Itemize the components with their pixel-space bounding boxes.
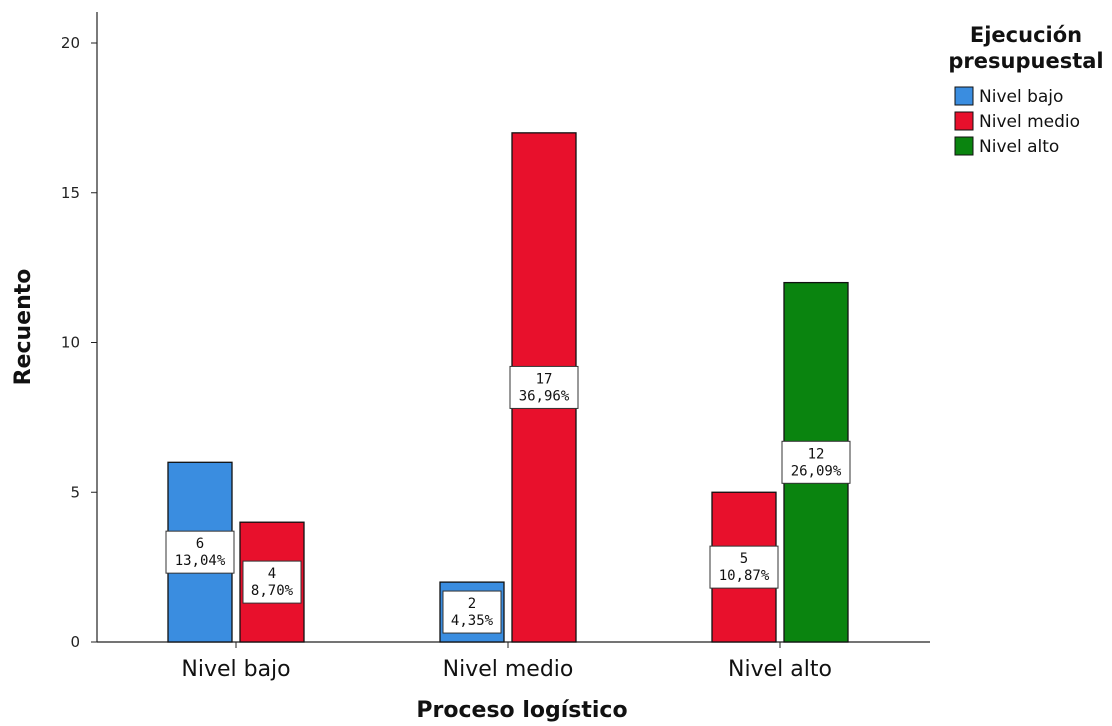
legend-swatch (954, 136, 974, 156)
legend-title-line-1: Ejecución (970, 23, 1082, 47)
data-label-box (242, 560, 302, 604)
data-label-box (709, 545, 779, 589)
data-label-percent: 36,96% (519, 388, 570, 404)
data-label-count: 2 (468, 596, 476, 612)
data-label-count: 4 (268, 566, 276, 582)
data-label-box (509, 365, 579, 409)
legend-swatch (954, 86, 974, 106)
y-tick-label: 5 (70, 483, 80, 501)
data-label-percent: 8,70% (251, 583, 294, 599)
x-category-label: Nivel alto (728, 657, 832, 682)
data-label-count: 6 (196, 536, 204, 552)
y-axis-title: Recuento (11, 269, 36, 386)
data-label-box (442, 590, 502, 634)
legend-item-label: Nivel bajo (979, 87, 1063, 107)
data-label-percent: 4,35% (451, 613, 494, 629)
legend: Ejecución presupuestal Nivel bajo Nivel m… (948, 23, 1103, 157)
data-label-box (781, 440, 851, 484)
data-label-percent: 10,87% (719, 568, 770, 584)
data-label-count: 12 (808, 446, 825, 462)
legend-item-label: Nivel medio (979, 112, 1080, 132)
data-label-percent: 26,09% (791, 463, 842, 479)
x-category-label: Nivel medio (443, 657, 574, 682)
data-label-count: 17 (536, 371, 553, 387)
legend-swatch (954, 111, 974, 131)
legend-title-line-2: presupuestal (948, 49, 1103, 73)
y-tick-label: 10 (61, 334, 80, 352)
y-tick-label: 0 (70, 633, 80, 651)
data-label-percent: 13,04% (175, 553, 226, 569)
data-label-count: 5 (740, 551, 748, 567)
legend-item-label: Nivel alto (979, 137, 1059, 157)
x-axis-title: Proceso logístico (416, 698, 627, 723)
y-tick-label: 20 (61, 34, 80, 52)
x-category-label: Nivel bajo (181, 657, 290, 682)
y-axis: 0 5 10 15 20 (61, 12, 98, 651)
x-axis: Nivel bajo Nivel medio Nivel alto (97, 641, 930, 682)
y-tick-label: 15 (61, 184, 80, 202)
data-label-box (165, 530, 235, 574)
